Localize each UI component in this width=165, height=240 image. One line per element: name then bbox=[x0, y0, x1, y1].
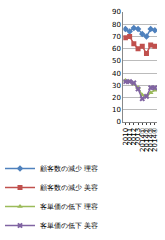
svg-text:2013: 2013 bbox=[134, 128, 142, 146]
svg-text:10: 10 bbox=[112, 106, 121, 114]
svg-text:60: 60 bbox=[112, 45, 121, 53]
svg-text:2014①: 2014① bbox=[139, 128, 147, 152]
svg-text:70: 70 bbox=[112, 33, 121, 41]
svg-text:20: 20 bbox=[112, 94, 121, 102]
svg-text:客単価の低下 美容: 客単価の低下 美容 bbox=[40, 222, 98, 230]
svg-text:2014③: 2014③ bbox=[147, 128, 155, 152]
svg-text:2012: 2012 bbox=[130, 128, 138, 146]
svg-text:2010: 2010 bbox=[122, 128, 130, 146]
svg-text:80: 80 bbox=[112, 21, 121, 29]
svg-text:0: 0 bbox=[116, 118, 120, 126]
svg-text:2014④: 2014④ bbox=[151, 128, 159, 152]
svg-text:50: 50 bbox=[112, 57, 121, 65]
svg-text:顧客数の減少 理容: 顧客数の減少 理容 bbox=[40, 165, 98, 173]
svg-text:顧客数の減少 美容: 顧客数の減少 美容 bbox=[40, 184, 98, 192]
svg-text:2014②: 2014② bbox=[143, 128, 151, 152]
svg-text:40: 40 bbox=[112, 70, 121, 78]
svg-text:客単価の低下 理容: 客単価の低下 理容 bbox=[40, 203, 98, 211]
svg-text:2011: 2011 bbox=[126, 128, 134, 146]
svg-text:90: 90 bbox=[112, 8, 121, 16]
svg-text:30: 30 bbox=[112, 82, 121, 90]
